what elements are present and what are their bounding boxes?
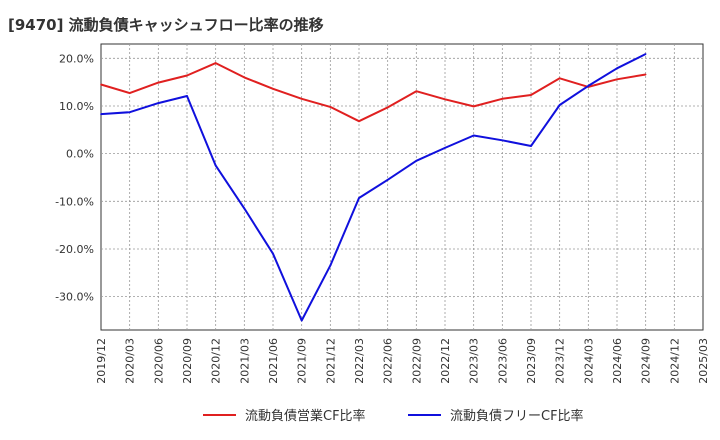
data-point (530, 145, 532, 147)
data-point (616, 78, 618, 81)
data-point (644, 73, 647, 76)
data-point (300, 98, 303, 100)
x-axis: 2019/12 2020/03 2020/06 2020/09 2020/12 2021/… (95, 338, 710, 384)
data-point (444, 98, 446, 101)
x-tick-label: 2023/12 (554, 338, 567, 384)
grid-lines (101, 44, 703, 330)
x-tick-label: 2021/12 (324, 338, 337, 384)
legend-label: 流動負債フリーCF比率 (450, 408, 584, 424)
y-tick-label: -10.0% (55, 195, 94, 208)
x-tick-label: 2020/09 (181, 338, 194, 384)
data-point (644, 53, 647, 55)
x-tick-label: 2023/06 (496, 338, 509, 384)
data-point (501, 139, 504, 142)
data-point (157, 81, 160, 84)
x-tick-label: 2025/03 (697, 338, 710, 384)
x-tick-label: 2022/09 (410, 338, 423, 384)
data-point (100, 113, 102, 115)
x-tick-label: 2022/06 (382, 338, 395, 384)
series-line-2 (100, 53, 647, 322)
data-point (214, 62, 217, 64)
y-axis: 20.0% 10.0% 0.0% -10.0% -20.0% -30.0% (55, 52, 94, 303)
x-tick-label: 2023/09 (525, 338, 538, 384)
y-tick-label: -20.0% (55, 243, 94, 256)
data-point (472, 134, 475, 137)
series-line-1 (100, 62, 646, 123)
data-point (214, 164, 217, 167)
data-point (300, 319, 303, 322)
data-point (558, 104, 561, 106)
data-point (444, 147, 446, 149)
data-point (128, 92, 131, 94)
x-tick-label: 2023/03 (468, 338, 481, 384)
data-point (128, 111, 131, 113)
plot-frame (100, 43, 704, 331)
data-point (272, 252, 274, 255)
x-tick-label: 2024/06 (611, 338, 624, 384)
x-tick-label: 2024/03 (582, 338, 595, 384)
data-point (415, 159, 418, 162)
x-tick-label: 2020/03 (124, 338, 137, 384)
y-tick-label: 10.0% (59, 100, 94, 113)
plot-area (100, 43, 704, 331)
data-point (186, 74, 188, 77)
data-point (243, 207, 246, 210)
data-point (358, 197, 360, 199)
data-point (186, 95, 188, 97)
data-point (386, 106, 389, 109)
x-tick-label: 2021/09 (296, 338, 309, 384)
x-tick-label: 2021/06 (267, 338, 280, 384)
data-point (157, 102, 160, 104)
chart-title: [9470] 流動負債キャッシュフロー比率の推移 (8, 16, 324, 34)
y-tick-label: 20.0% (59, 52, 94, 65)
x-tick-label: 2019/12 (95, 338, 108, 384)
data-point (616, 67, 618, 70)
data-point (329, 106, 332, 108)
x-tick-label: 2022/03 (353, 338, 366, 384)
legend: 流動負債営業CF比率 流動負債フリーCF比率 (203, 408, 584, 424)
data-point (100, 83, 102, 86)
y-tick-label: 0.0% (66, 148, 94, 161)
data-point (472, 105, 475, 108)
data-point (501, 98, 504, 100)
x-tick-label: 2020/12 (210, 338, 223, 384)
data-point (530, 94, 532, 96)
data-point (415, 90, 418, 92)
data-point (329, 264, 332, 267)
data-point (558, 77, 561, 80)
x-tick-label: 2020/06 (152, 338, 165, 384)
data-point (272, 88, 274, 90)
x-tick-label: 2024/12 (668, 338, 681, 384)
x-tick-label: 2024/09 (640, 338, 653, 384)
x-tick-label: 2021/03 (238, 338, 251, 384)
legend-label: 流動負債営業CF比率 (245, 408, 366, 424)
data-point (243, 76, 246, 79)
data-point (587, 85, 590, 87)
x-tick-label: 2022/12 (439, 338, 452, 384)
data-point (358, 120, 360, 123)
data-point (386, 179, 389, 181)
y-tick-label: -30.0% (55, 291, 94, 304)
series-lines (100, 53, 647, 322)
